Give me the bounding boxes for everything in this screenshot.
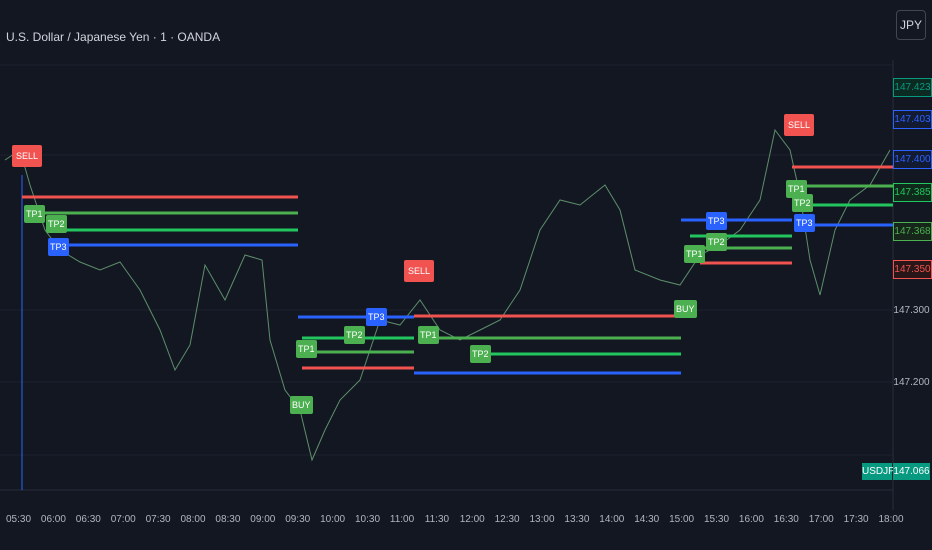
signal-label: SELL <box>404 260 435 282</box>
time-label: 15:00 <box>669 514 695 525</box>
signal-label: TP3 <box>706 212 727 230</box>
time-label: 14:30 <box>634 514 660 525</box>
symbol-title: U.S. Dollar / Japanese Yen · 1 · OANDA <box>6 30 221 44</box>
signal-label: TP2 <box>344 326 365 344</box>
signal-label: BUY <box>290 396 313 414</box>
time-label: 18:00 <box>878 514 904 525</box>
signal-label: BUY <box>674 300 697 318</box>
price-label: 147.200 <box>893 377 930 388</box>
signal-label: TP1 <box>24 205 45 223</box>
time-label: 11:30 <box>424 514 450 525</box>
time-label: 17:30 <box>843 514 869 525</box>
price-label: 147.300 <box>893 305 930 316</box>
signal-label: SELL <box>12 145 43 167</box>
time-label: 15:30 <box>704 514 730 525</box>
time-label: 07:30 <box>145 514 171 525</box>
time-label: 16:30 <box>773 514 799 525</box>
price-label: 147.403 <box>893 110 932 129</box>
time-label: 10:30 <box>355 514 381 525</box>
time-label: 12:30 <box>494 514 520 525</box>
price-label: 147.350 <box>893 260 932 279</box>
signal-label: TP1 <box>296 340 317 358</box>
price-path <box>4 128 891 462</box>
time-label: 06:00 <box>40 514 66 525</box>
last-price: 147.066 <box>893 463 930 480</box>
time-label: 08:30 <box>215 514 241 525</box>
time-label: 11:00 <box>389 514 415 525</box>
time-label: 16:00 <box>738 514 764 525</box>
signal-label: TP1 <box>418 326 439 344</box>
signal-label: TP2 <box>792 194 813 212</box>
time-label: 13:00 <box>529 514 555 525</box>
price-label: 147.423 <box>893 78 932 97</box>
time-label: 13:30 <box>564 514 590 525</box>
signal-label: TP2 <box>46 215 67 233</box>
symbol-label: USDJPY <box>862 463 901 480</box>
currency-button[interactable]: JPY <box>896 10 926 40</box>
time-label: 14:00 <box>599 514 625 525</box>
time-label: 09:00 <box>250 514 276 525</box>
time-label: 17:00 <box>808 514 834 525</box>
time-label: 07:00 <box>110 514 136 525</box>
price-label: 147.368 <box>893 222 932 241</box>
signal-label: TP3 <box>794 214 815 232</box>
time-label: 05:30 <box>6 514 32 525</box>
signal-label: TP3 <box>48 238 69 256</box>
price-label: 147.400 <box>893 150 932 169</box>
signal-label: TP3 <box>366 308 387 326</box>
signal-label: TP2 <box>470 345 491 363</box>
time-label: 10:00 <box>320 514 346 525</box>
signal-label: SELL <box>784 114 815 136</box>
time-label: 09:30 <box>285 514 311 525</box>
time-label: 12:00 <box>459 514 485 525</box>
price-label: 147.385 <box>893 183 932 202</box>
signal-label: TP2 <box>706 233 727 251</box>
time-label: 08:00 <box>180 514 206 525</box>
signal-label: TP1 <box>684 245 705 263</box>
time-label: 06:30 <box>75 514 101 525</box>
signal-label: TP1 <box>786 180 807 198</box>
